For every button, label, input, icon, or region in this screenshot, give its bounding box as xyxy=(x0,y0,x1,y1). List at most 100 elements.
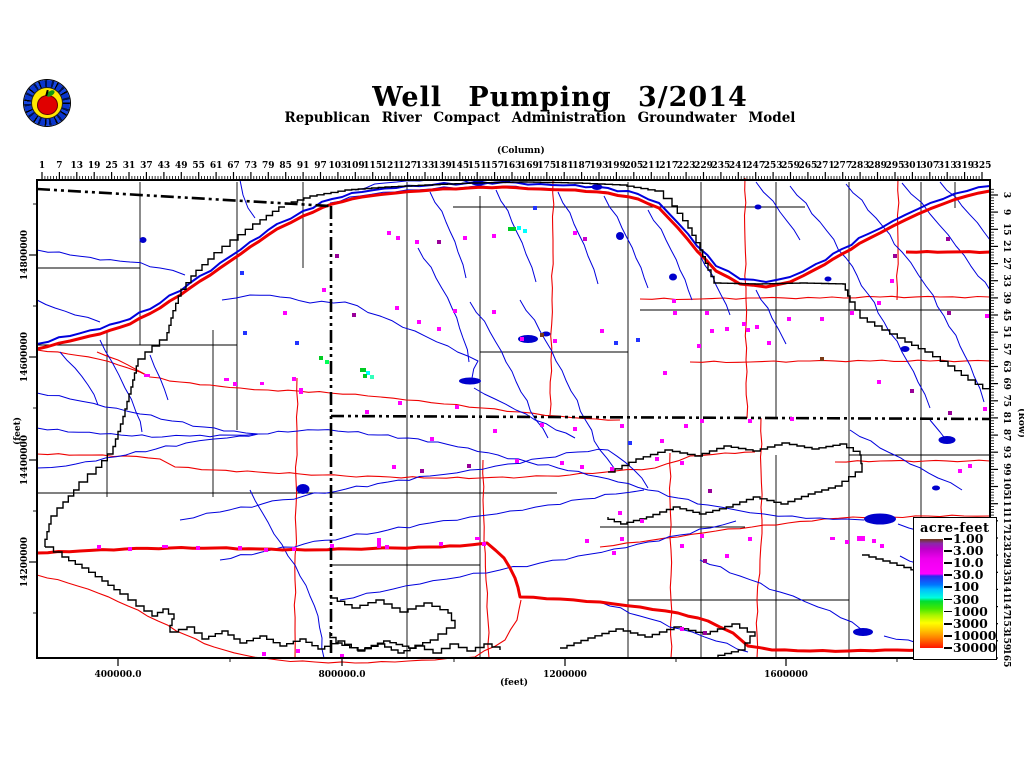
well-cell xyxy=(612,551,616,555)
well-cell xyxy=(264,548,268,552)
well-cell xyxy=(360,368,366,372)
legend-entry: 300 xyxy=(944,591,980,607)
column-tick-label: 163 xyxy=(503,161,522,171)
well-cell xyxy=(983,407,987,411)
well-cell xyxy=(703,631,707,635)
well-cell xyxy=(790,417,794,421)
well-cell xyxy=(640,519,644,523)
well-cell xyxy=(580,465,584,469)
legend-entry: 10.0 xyxy=(944,556,983,569)
well-cell xyxy=(655,457,659,461)
river-line xyxy=(417,247,470,363)
row-tick-label: 69 xyxy=(1001,377,1011,390)
river-line xyxy=(36,427,259,438)
column-tick-label: 67 xyxy=(227,161,240,171)
well-cell xyxy=(520,337,524,341)
legend-entry: 1.00 xyxy=(944,532,983,545)
well-cell xyxy=(620,424,624,428)
well-cell xyxy=(850,311,854,315)
well-cell xyxy=(857,536,865,541)
column-tick-label: 25 xyxy=(105,161,118,171)
well-cell xyxy=(97,545,101,549)
lake xyxy=(296,484,310,494)
legend-entry: 100 xyxy=(944,581,979,593)
column-tick-label: 31 xyxy=(123,161,136,171)
well-cell xyxy=(600,329,604,333)
well-cell xyxy=(787,317,791,321)
legend-entry: 1000 xyxy=(944,605,988,618)
well-cell xyxy=(363,374,367,378)
well-cell xyxy=(663,371,667,375)
well-cell xyxy=(560,461,564,465)
column-tick-label: 79 xyxy=(262,161,275,171)
lake xyxy=(459,377,481,385)
well-cell xyxy=(725,327,729,331)
column-tick-label: 235 xyxy=(712,161,731,171)
row-tick-label: 141 xyxy=(1001,580,1011,599)
well-cell xyxy=(352,313,356,317)
legend-entry: 30.0 xyxy=(944,569,983,581)
well-cell xyxy=(710,329,714,333)
legend-value: 300 xyxy=(953,591,980,607)
well-cell xyxy=(296,649,300,653)
well-cell xyxy=(880,544,884,548)
column-tick-label: 49 xyxy=(175,161,188,171)
road-line xyxy=(482,459,490,659)
column-tick-label: 19 xyxy=(88,161,101,171)
legend-tick-dash xyxy=(944,562,952,565)
column-tick-label: 13 xyxy=(71,161,84,171)
row-tick-label: 147 xyxy=(1001,597,1011,616)
column-tick-label: 295 xyxy=(886,161,905,171)
well-cell xyxy=(947,311,951,315)
column-tick-label: 73 xyxy=(245,161,258,171)
row-tick-label: 117 xyxy=(1001,511,1011,530)
legend-tick-dash xyxy=(944,622,952,625)
river-line xyxy=(36,180,991,345)
road-line xyxy=(293,377,299,659)
well-cell xyxy=(365,410,369,414)
well-cell xyxy=(439,542,443,546)
lake xyxy=(591,184,603,190)
well-cell xyxy=(492,310,496,314)
well-cell xyxy=(515,459,519,463)
well-cell xyxy=(755,325,759,329)
column-tick-label: 193 xyxy=(590,161,609,171)
column-tick-label: 259 xyxy=(781,161,800,171)
river-line xyxy=(495,189,537,283)
well-cell xyxy=(703,559,707,563)
river-line xyxy=(943,315,985,403)
well-cell xyxy=(660,439,664,443)
bottom-tick-label: 800000.0 xyxy=(319,670,366,680)
column-tick-label: 133 xyxy=(416,161,435,171)
legend-entry: 3000 xyxy=(944,617,988,630)
model-boundary-line xyxy=(607,442,863,525)
well-cell xyxy=(830,537,835,540)
row-tick-label: 51 xyxy=(1001,326,1011,339)
legend-color-scale xyxy=(920,539,943,648)
column-tick-label: 85 xyxy=(279,161,292,171)
column-tick-label: 253 xyxy=(764,161,783,171)
column-tick-label: 205 xyxy=(624,161,643,171)
well-cell xyxy=(672,299,676,303)
left-tick-label: 14600000 xyxy=(20,332,30,382)
well-cell xyxy=(415,240,419,244)
row-tick-label: 57 xyxy=(1001,343,1011,356)
lake xyxy=(139,237,147,243)
legend-tick-dash xyxy=(944,550,952,552)
road-line xyxy=(896,177,900,301)
well-cell xyxy=(705,311,709,315)
legend-box: acre-feet 1.00 3.00 10.0 30.0 100 300 1000 3000… xyxy=(913,517,997,660)
river-line xyxy=(257,429,865,521)
column-tick-label: 97 xyxy=(314,161,327,171)
column-tick-label: 211 xyxy=(642,161,661,171)
lake xyxy=(754,204,762,210)
map-frame xyxy=(36,179,991,659)
state-boundary-line xyxy=(330,414,991,421)
column-tick-label: 265 xyxy=(799,161,818,171)
river-line xyxy=(557,191,599,285)
road-line xyxy=(668,452,673,659)
well-cell xyxy=(292,547,296,551)
column-tick-label: 115 xyxy=(363,161,382,171)
river-line xyxy=(901,182,991,291)
